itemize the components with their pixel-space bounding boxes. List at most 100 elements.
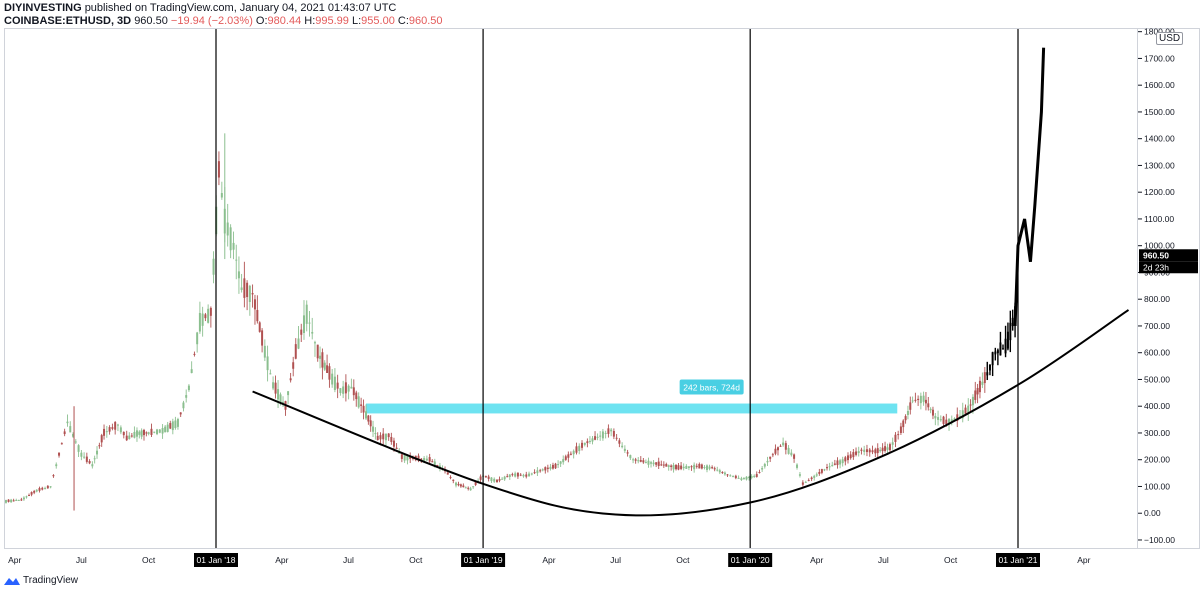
x-tick-label: Apr (542, 555, 555, 565)
candle-body (588, 440, 591, 442)
candle-body (758, 472, 761, 474)
candle-body (618, 440, 621, 444)
published-text: published on TradingView.com, January 04… (84, 2, 397, 14)
candle-body (865, 449, 868, 453)
candle-body (190, 369, 193, 374)
high-value: 995.99 (315, 15, 349, 27)
candle-body (750, 476, 753, 478)
candle-body (969, 404, 972, 406)
candle-body (511, 474, 514, 476)
candle-body (326, 365, 329, 373)
candle-body (158, 429, 161, 433)
candle-body (156, 429, 159, 435)
candle-body (204, 314, 207, 319)
candle-body (119, 427, 122, 433)
candle-body (549, 466, 552, 469)
candle-body (871, 450, 874, 453)
candle-body (971, 396, 974, 406)
candle-body (58, 452, 61, 456)
candle-body (369, 420, 372, 427)
candle-body (80, 452, 83, 457)
candle-body (675, 464, 678, 470)
candle-body (737, 477, 740, 479)
candle-body (122, 432, 125, 436)
x-tick-label: Jul (610, 555, 621, 565)
candle-body (297, 338, 300, 349)
candle-body (46, 485, 49, 489)
open-label: O: (255, 15, 268, 27)
candle-body (790, 452, 793, 456)
candle-body (229, 227, 232, 251)
high-label: H: (304, 15, 316, 27)
candle-body (551, 464, 554, 469)
x-tick-label: Apr (1077, 555, 1090, 565)
candle-body (897, 434, 900, 436)
candle-body (100, 435, 103, 443)
candle-body (879, 449, 882, 452)
candle-body (650, 462, 653, 464)
candle-body (713, 468, 716, 470)
candle-body (581, 442, 584, 448)
candle-body (323, 362, 326, 370)
footer-brand[interactable]: TradingView (23, 575, 79, 586)
candle-body (261, 330, 264, 346)
candle-body (305, 304, 308, 324)
chart-header: DIYINVESTING published on TradingView.co… (4, 2, 443, 28)
candle-body (209, 307, 212, 316)
candle-body (677, 465, 680, 470)
candle-body (28, 495, 31, 497)
candle-body (670, 465, 673, 468)
candle-body (771, 454, 774, 456)
publish-line: DIYINVESTING published on TradingView.co… (4, 2, 443, 15)
candle-body (846, 455, 849, 461)
candle-body (342, 386, 345, 394)
candle-body (964, 407, 967, 414)
candle-body (15, 500, 18, 502)
candle-body (455, 482, 458, 486)
y-tick-label: 1600.00 (1144, 80, 1175, 90)
publisher-name[interactable]: DIYINVESTING (4, 2, 82, 14)
candle-body (308, 322, 311, 324)
candle-body (734, 475, 737, 479)
x-tick-highlight-box (728, 553, 773, 567)
measure-range-band[interactable] (366, 403, 898, 414)
x-tick-label: Jul (76, 555, 87, 565)
candle-body (745, 476, 748, 480)
candle-body (235, 259, 238, 261)
candle-body (171, 421, 174, 431)
x-tick-label: Apr (275, 555, 288, 565)
candle-body (586, 441, 589, 444)
candle-body (849, 454, 852, 459)
candle-body (621, 445, 624, 448)
candle-body (857, 451, 860, 454)
candle-body (742, 478, 745, 480)
x-tick-label: Oct (142, 555, 156, 565)
chart-pane[interactable] (4, 28, 1138, 549)
candle-body (114, 422, 117, 430)
candle-body (379, 435, 382, 440)
candle-body (562, 459, 565, 463)
candle-body (196, 332, 199, 345)
candle-body (423, 458, 426, 461)
candle-body (841, 459, 844, 464)
candle-body (820, 469, 823, 473)
candle-body (906, 410, 909, 416)
currency-badge[interactable]: USD (1156, 32, 1184, 45)
candle-body (367, 415, 370, 422)
candle-body (495, 479, 498, 483)
candle-body (498, 479, 501, 481)
candle-body (934, 415, 937, 419)
candle-body (316, 344, 319, 359)
candle-body (787, 447, 790, 454)
candle-body (198, 312, 201, 332)
low-value: 955.00 (361, 15, 395, 27)
candle-body (12, 500, 15, 502)
x-tick-highlight-box (461, 553, 506, 567)
candle-body (583, 442, 586, 445)
candle-body (899, 426, 902, 433)
candle-body (567, 454, 570, 458)
candle-body (1009, 322, 1012, 341)
candle-body (994, 351, 997, 355)
candle-body (665, 463, 668, 467)
